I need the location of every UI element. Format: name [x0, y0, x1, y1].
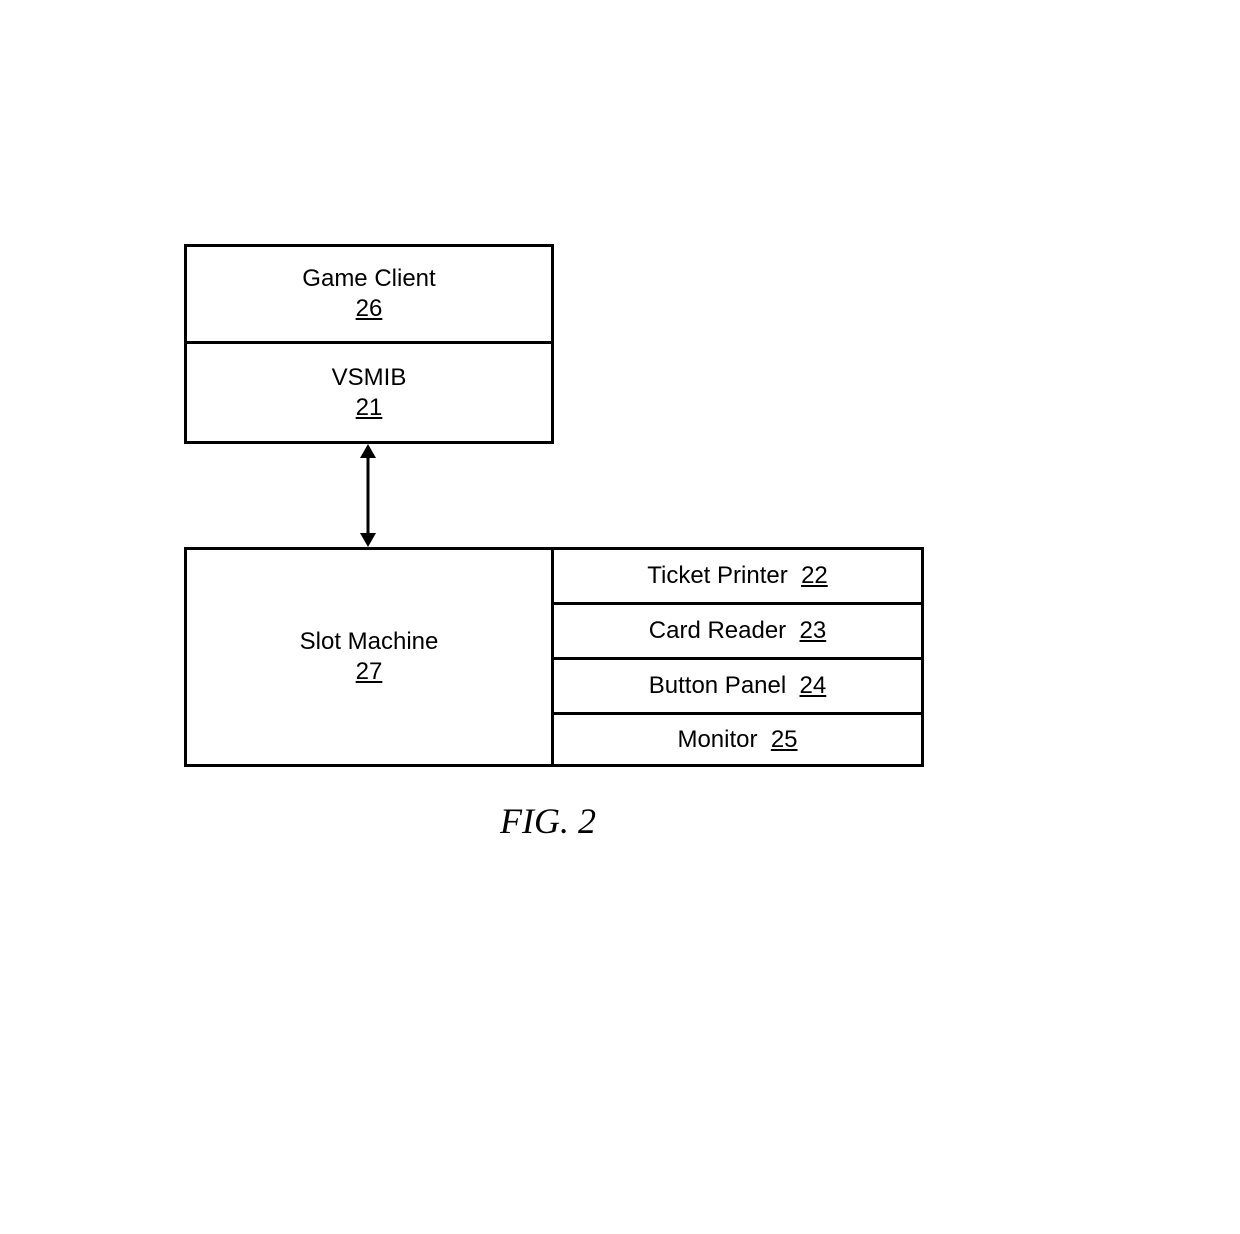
- monitor-label: Monitor 25: [677, 725, 797, 755]
- box-game-client: Game Client 26: [184, 244, 554, 344]
- slot-machine-number: 27: [356, 657, 383, 687]
- row-card-reader: Card Reader 23: [551, 602, 924, 660]
- game-client-number: 26: [356, 294, 383, 324]
- button-panel-label: Button Panel 24: [649, 671, 826, 701]
- card-reader-label: Card Reader 23: [649, 616, 826, 646]
- box-slot-machine: Slot Machine 27: [184, 547, 554, 767]
- row-monitor: Monitor 25: [551, 712, 924, 767]
- vsmib-number: 21: [356, 393, 383, 423]
- vsmib-title: VSMIB: [332, 363, 407, 393]
- figure-canvas: Game Client 26 VSMIB 21 Slot Machine 27 …: [0, 0, 1240, 1234]
- row-ticket-printer: Ticket Printer 22: [551, 547, 924, 605]
- box-vsmib: VSMIB 21: [184, 341, 554, 444]
- row-button-panel: Button Panel 24: [551, 657, 924, 715]
- slot-machine-title: Slot Machine: [300, 627, 439, 657]
- figure-caption: FIG. 2: [500, 800, 596, 842]
- game-client-title: Game Client: [302, 264, 435, 294]
- ticket-printer-label: Ticket Printer 22: [647, 561, 828, 591]
- bidirectional-arrow-icon: [357, 444, 379, 547]
